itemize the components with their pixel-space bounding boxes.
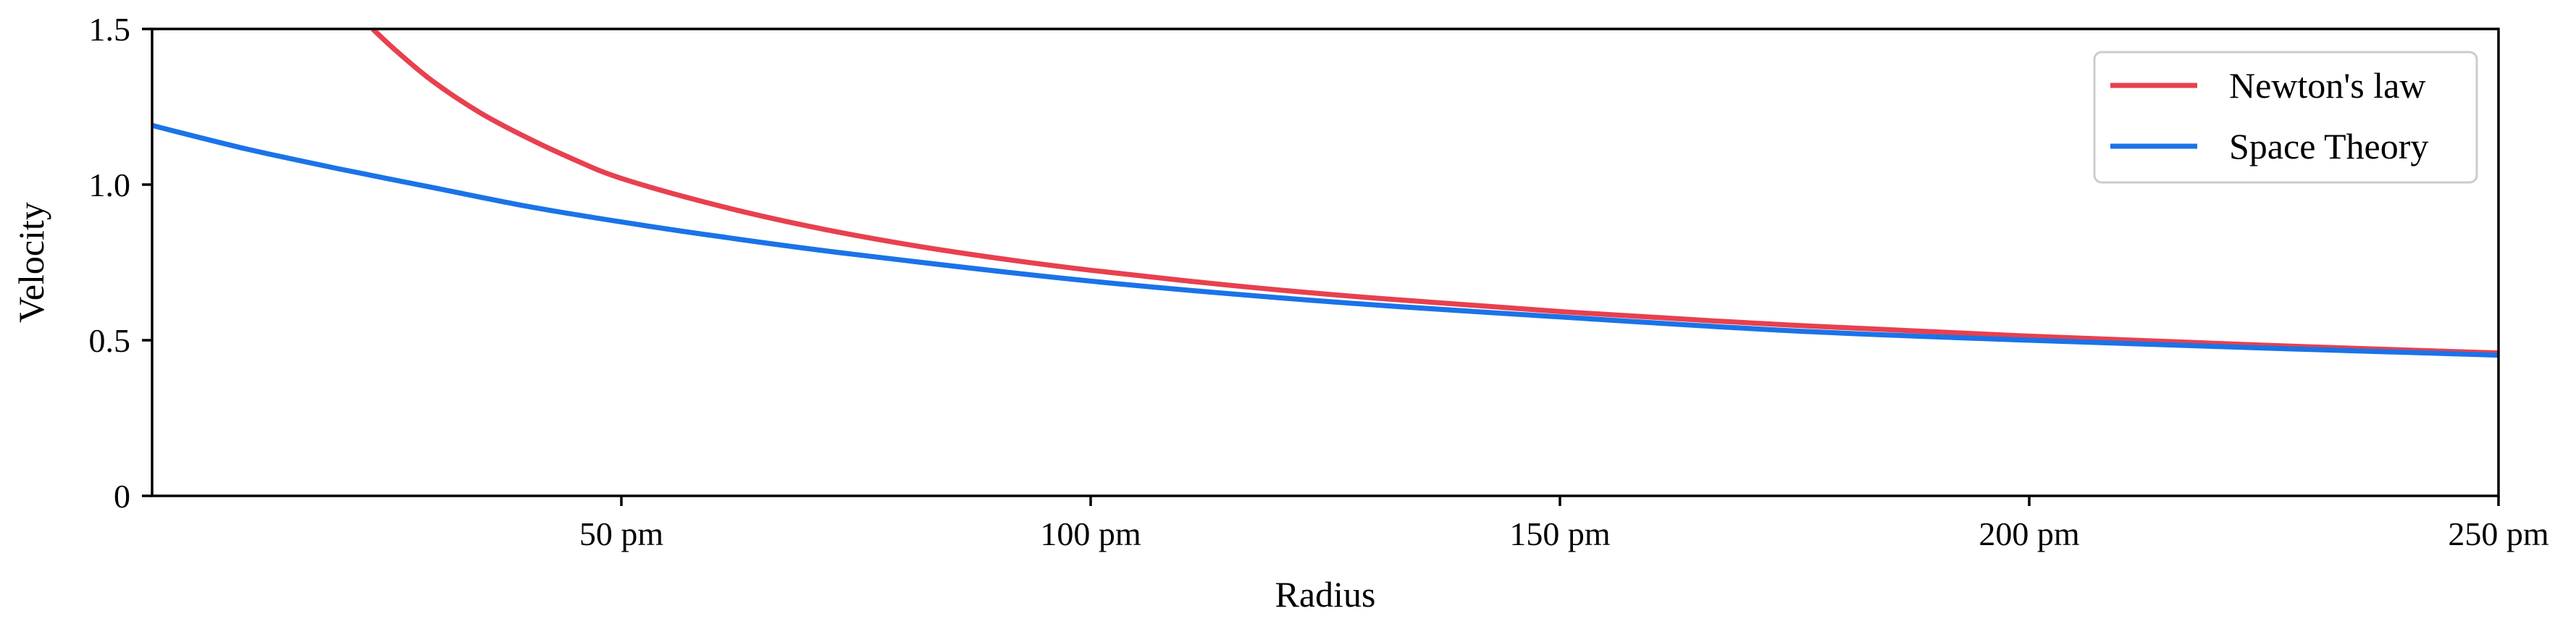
y-tick-label: 0.5 xyxy=(89,322,131,359)
x-axis-label: Radius xyxy=(1275,574,1376,615)
y-axis-label: Velocity xyxy=(11,202,51,323)
series-layer xyxy=(152,29,2499,358)
plot-frame xyxy=(151,28,2500,497)
x-tick-label: 150 pm xyxy=(1509,515,1611,552)
x-ticks: 50 pm 100 pm 150 pm 200 pm 250 pm xyxy=(579,496,2549,552)
legend: Newton's law Space Theory xyxy=(2093,51,2478,184)
x-tick-label: 250 pm xyxy=(2448,515,2549,552)
y-tick-label: 0 xyxy=(114,478,130,515)
x-tick-label: 200 pm xyxy=(1979,515,2080,552)
y-ticks: 0 0.5 1.0 1.5 xyxy=(89,11,152,515)
y-tick-label: 1.0 xyxy=(89,166,131,203)
y-tick-label: 1.5 xyxy=(89,11,131,48)
legend-entry-label: Space Theory xyxy=(2229,126,2428,166)
x-tick-label: 100 pm xyxy=(1040,515,1141,552)
series-line-1 xyxy=(152,122,2499,358)
series-line-0 xyxy=(371,29,2499,356)
axes-layer xyxy=(151,28,2500,497)
x-tick-label: 50 pm xyxy=(579,515,664,552)
legend-entry-label: Newton's law xyxy=(2229,65,2425,106)
